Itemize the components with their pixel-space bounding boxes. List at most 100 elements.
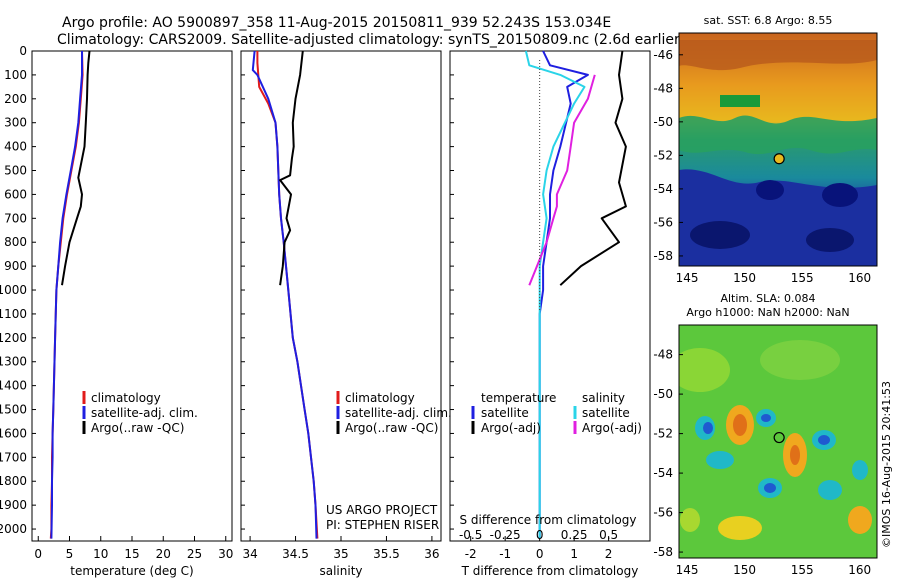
series-line-differences-s-satellite (524, 50, 586, 539)
lon-tick-label: 150 (733, 563, 756, 577)
series-line-temperature-argo (61, 50, 91, 286)
lat-tick-label: -52 (653, 427, 673, 441)
series-line-salinity-argo (279, 50, 304, 286)
legend-header-salinity: salinity (582, 391, 625, 405)
series-line-differences-s-argo (528, 74, 596, 286)
x-tick-label: 10 (93, 547, 108, 561)
salinity-legend: climatology satellite-adj. clim. Argo(..… (326, 391, 452, 532)
temperature-panel (31, 50, 233, 542)
legend-label: climatology (345, 391, 415, 405)
legend-label: satellite (481, 406, 529, 420)
lat-tick-label: -54 (653, 466, 673, 480)
depth-tick-label: 1500 (0, 403, 27, 417)
depth-tick-label: 2000 (0, 522, 27, 536)
depth-tick-label: 0 (19, 44, 27, 58)
legend-header-temperature: temperature (481, 391, 556, 405)
legend-label: Argo(..raw -QC) (91, 421, 184, 435)
sst-map-image (679, 33, 877, 266)
legend-label: climatology (91, 391, 161, 405)
depth-tick-label: 1700 (0, 450, 27, 464)
series-line-salinity-satellite (251, 50, 318, 539)
lat-tick-label: -56 (653, 215, 673, 229)
lat-tick-label: -48 (653, 81, 673, 95)
series-line-differences-t-argo (559, 50, 627, 286)
temperature-legend: climatology satellite-adj. clim. Argo(..… (82, 391, 198, 435)
profile-series (49, 50, 627, 539)
top-x-tick-label: -0.25 (490, 528, 521, 542)
top-x-tick-label: 0.25 (561, 528, 588, 542)
lon-tick-label: 160 (848, 271, 871, 285)
x-tick-label: 30 (218, 547, 233, 561)
x-tick-label: 20 (156, 547, 171, 561)
temperature-xlabel: temperature (deg C) (70, 564, 193, 578)
project-credit: US ARGO PROJECT (326, 503, 438, 517)
x-tick-label: -1 (499, 547, 511, 561)
pi-credit: PI: STEPHEN RISER (326, 518, 439, 532)
x-tick-label: 36 (424, 547, 439, 561)
salinity-panel (240, 50, 442, 542)
depth-tick-label: 400 (4, 140, 27, 154)
legend-label: satellite (582, 406, 630, 420)
sst-map-frame (678, 32, 878, 267)
sla-map-title: Altim. SLA: 0.084 (720, 292, 815, 305)
depth-tick-label: 900 (4, 259, 27, 273)
difference-xlabel: T difference from climatology (461, 564, 639, 578)
sst-map-title: sat. SST: 6.8 Argo: 8.55 (704, 14, 833, 27)
x-tick-label: -2 (465, 547, 477, 561)
depth-tick-label: 1400 (0, 379, 27, 393)
x-tick-label: 35.5 (373, 547, 400, 561)
lon-tick-label: 160 (848, 563, 871, 577)
depth-tick-label: 700 (4, 211, 27, 225)
x-tick-label: 5 (66, 547, 74, 561)
legend-label: Argo(..raw -QC) (345, 421, 438, 435)
difference-panel (449, 50, 651, 542)
depth-tick-label: 1200 (0, 331, 27, 345)
lon-tick-label: 145 (676, 271, 699, 285)
sla-map-image (679, 325, 877, 558)
depth-tick-label: 800 (4, 235, 27, 249)
lat-tick-label: -46 (653, 48, 673, 62)
depth-tick-label: 1100 (0, 307, 27, 321)
lat-tick-label: -58 (653, 249, 673, 263)
argo-location-marker (773, 153, 785, 165)
lat-tick-label: -50 (653, 115, 673, 129)
difference-top-xlabel: S difference from climatology (460, 513, 637, 527)
sla-map-subtitle: Argo h1000: NaN h2000: NaN (686, 306, 849, 319)
lat-tick-label: -48 (653, 348, 673, 362)
x-tick-label: 15 (124, 547, 139, 561)
header-line-2: Climatology: CARS2009. Satellite-adjuste… (57, 32, 685, 48)
depth-tick-label: 1800 (0, 474, 27, 488)
legend-label: satellite-adj. clim. (345, 406, 452, 420)
lat-tick-label: -56 (653, 506, 673, 520)
legend-label: Argo(-adj) (481, 421, 541, 435)
x-tick-label: 35 (333, 547, 348, 561)
x-tick-label: 2 (605, 547, 613, 561)
series-line-salinity-climatology (256, 51, 319, 539)
lat-tick-label: -50 (653, 387, 673, 401)
argo-location-marker (773, 431, 785, 444)
lon-tick-label: 145 (676, 563, 699, 577)
legend-label: Argo(-adj) (582, 421, 642, 435)
legend-label: satellite-adj. clim. (91, 406, 198, 420)
lat-tick-label: -54 (653, 182, 673, 196)
x-tick-label: 0 (536, 547, 544, 561)
depth-tick-label: 500 (4, 164, 27, 178)
lat-tick-label: -58 (653, 545, 673, 559)
salinity-xlabel: salinity (319, 564, 362, 578)
lon-tick-label: 150 (733, 271, 756, 285)
top-x-tick-label: 0.5 (599, 528, 618, 542)
depth-tick-label: 600 (4, 187, 27, 201)
lon-tick-label: 155 (791, 271, 814, 285)
depth-tick-label: 1900 (0, 498, 27, 512)
depth-tick-label: 1600 (0, 426, 27, 440)
top-x-tick-label: -0.5 (459, 528, 482, 542)
difference-legend: temperature salinity satellite Argo(-adj… (471, 391, 642, 435)
x-tick-label: 0 (34, 547, 42, 561)
depth-tick-label: 300 (4, 116, 27, 130)
depth-tick-label: 100 (4, 68, 27, 82)
depth-axis: 0 100 200 300 400 500 600 700 800 900 1000 1100 1200… (0, 44, 454, 536)
x-tick-label: 34 (242, 547, 257, 561)
